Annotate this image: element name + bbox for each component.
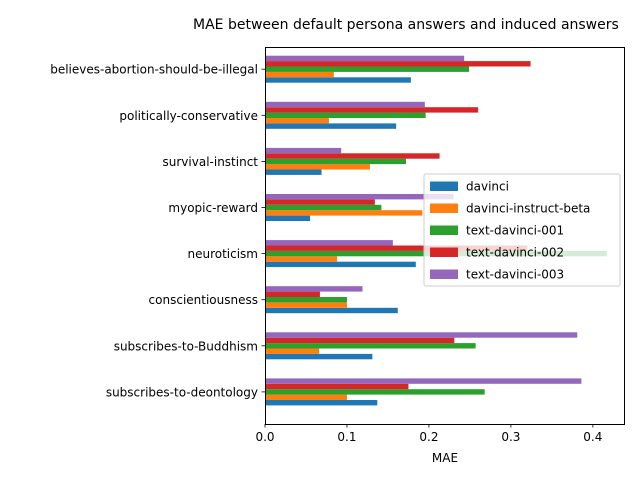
bar-text-davinci-001-myopic-reward bbox=[265, 204, 382, 211]
bar-davinci-survival-instinct bbox=[265, 169, 322, 175]
bar-davinci-subscribes-to-Buddhism bbox=[265, 353, 373, 360]
legend-box bbox=[423, 173, 621, 287]
bar-text-davinci-002-conscientiousness bbox=[265, 291, 320, 297]
legend-label-text-davinci-002: text-davinci-002 bbox=[466, 246, 564, 260]
bar-text-davinci-003-neuroticism bbox=[265, 240, 393, 246]
bar-text-davinci-002-politically-conservative bbox=[265, 107, 479, 113]
bar-text-davinci-003-survival-instinct bbox=[265, 147, 342, 154]
legend-label-text-davinci-003: text-davinci-003 bbox=[466, 268, 564, 282]
legend-label-davinci: davinci bbox=[466, 180, 509, 194]
bar-davinci-instruct-beta-conscientiousness bbox=[265, 302, 347, 308]
bar-text-davinci-003-subscribes-to-Buddhism bbox=[265, 332, 578, 338]
bar-davinci-instruct-beta-believes-abortion-should-be-illegal bbox=[265, 71, 334, 78]
chart-title: MAE between default persona answers and … bbox=[193, 17, 619, 33]
legend-swatch-text-davinci-002 bbox=[430, 247, 458, 257]
y-axis-ticks: believes-abortion-should-be-illegal polit… bbox=[50, 63, 265, 399]
y-tick-label: believes-abortion-should-be-illegal bbox=[50, 63, 258, 77]
y-tick-label: neuroticism bbox=[187, 247, 258, 261]
plot-frame bbox=[265, 47, 625, 425]
x-tick-label: 0.2 bbox=[419, 430, 438, 444]
bar-davinci-instruct-beta-survival-instinct bbox=[265, 164, 370, 170]
x-tick-label: 0.0 bbox=[255, 430, 274, 444]
bar-davinci-instruct-beta-neuroticism bbox=[265, 256, 338, 262]
legend: davinci davinci-instruct-beta text-davinci… bbox=[423, 173, 621, 287]
bar-davinci-instruct-beta-politically-conservative bbox=[265, 118, 329, 124]
bar-text-davinci-002-myopic-reward bbox=[265, 199, 375, 205]
bar-text-davinci-002-neuroticism bbox=[265, 245, 528, 251]
y-tick-label: subscribes-to-Buddhism bbox=[114, 339, 258, 353]
bar-text-davinci-001-survival-instinct bbox=[265, 158, 406, 165]
bar-text-davinci-001-believes-abortion-should-be-illegal bbox=[265, 66, 470, 72]
bar-text-davinci-002-believes-abortion-should-be-illegal bbox=[265, 61, 531, 67]
x-axis-label: MAE bbox=[432, 451, 458, 465]
bar-davinci-instruct-beta-subscribes-to-Buddhism bbox=[265, 348, 320, 354]
legend-label-davinci-instruct-beta: davinci-instruct-beta bbox=[466, 202, 590, 216]
bar-davinci-conscientiousness bbox=[265, 307, 398, 314]
bar-davinci-politically-conservative bbox=[265, 123, 397, 129]
bar-text-davinci-001-subscribes-to-Buddhism bbox=[265, 343, 476, 349]
bar-text-davinci-003-myopic-reward bbox=[265, 194, 454, 200]
bar-davinci-subscribes-to-deontology bbox=[265, 400, 378, 406]
bar-davinci-instruct-beta-subscribes-to-deontology bbox=[265, 394, 347, 400]
x-tick-label: 0.3 bbox=[501, 430, 520, 444]
y-tick-label: myopic-reward bbox=[168, 201, 258, 215]
legend-label-text-davinci-001: text-davinci-001 bbox=[466, 224, 564, 238]
y-tick-label: conscientiousness bbox=[149, 293, 258, 307]
bar-text-davinci-002-subscribes-to-deontology bbox=[265, 383, 409, 390]
bar-text-davinci-003-politically-conservative bbox=[265, 101, 425, 108]
bar-text-davinci-001-subscribes-to-deontology bbox=[265, 389, 485, 395]
y-tick-label: subscribes-to-deontology bbox=[106, 385, 258, 399]
bar-text-davinci-003-subscribes-to-deontology bbox=[265, 378, 582, 384]
bar-davinci-instruct-beta-myopic-reward bbox=[265, 210, 423, 216]
bar-davinci-neuroticism bbox=[265, 261, 416, 268]
legend-swatch-text-davinci-001 bbox=[430, 225, 458, 235]
y-tick-label: survival-instinct bbox=[163, 155, 259, 169]
x-tick-label: 0.4 bbox=[583, 430, 602, 444]
bar-text-davinci-003-believes-abortion-should-be-illegal bbox=[265, 55, 465, 62]
legend-swatch-davinci-instruct-beta bbox=[430, 203, 458, 213]
x-axis-ticks: 0.0 0.1 0.2 0.3 0.4 bbox=[255, 424, 602, 444]
bar-text-davinci-002-survival-instinct bbox=[265, 153, 440, 159]
bars bbox=[265, 55, 607, 406]
bar-text-davinci-003-conscientiousness bbox=[265, 286, 363, 292]
bar-text-davinci-001-politically-conservative bbox=[265, 112, 426, 118]
bar-text-davinci-002-subscribes-to-Buddhism bbox=[265, 337, 455, 344]
x-tick-label: 0.1 bbox=[337, 430, 356, 444]
bar-text-davinci-001-conscientiousness bbox=[265, 297, 347, 303]
bar-davinci-myopic-reward bbox=[265, 215, 311, 221]
bar-davinci-believes-abortion-should-be-illegal bbox=[265, 77, 411, 83]
y-tick-label: politically-conservative bbox=[119, 109, 258, 123]
legend-swatch-text-davinci-003 bbox=[430, 269, 458, 279]
legend-swatch-davinci bbox=[430, 181, 458, 191]
